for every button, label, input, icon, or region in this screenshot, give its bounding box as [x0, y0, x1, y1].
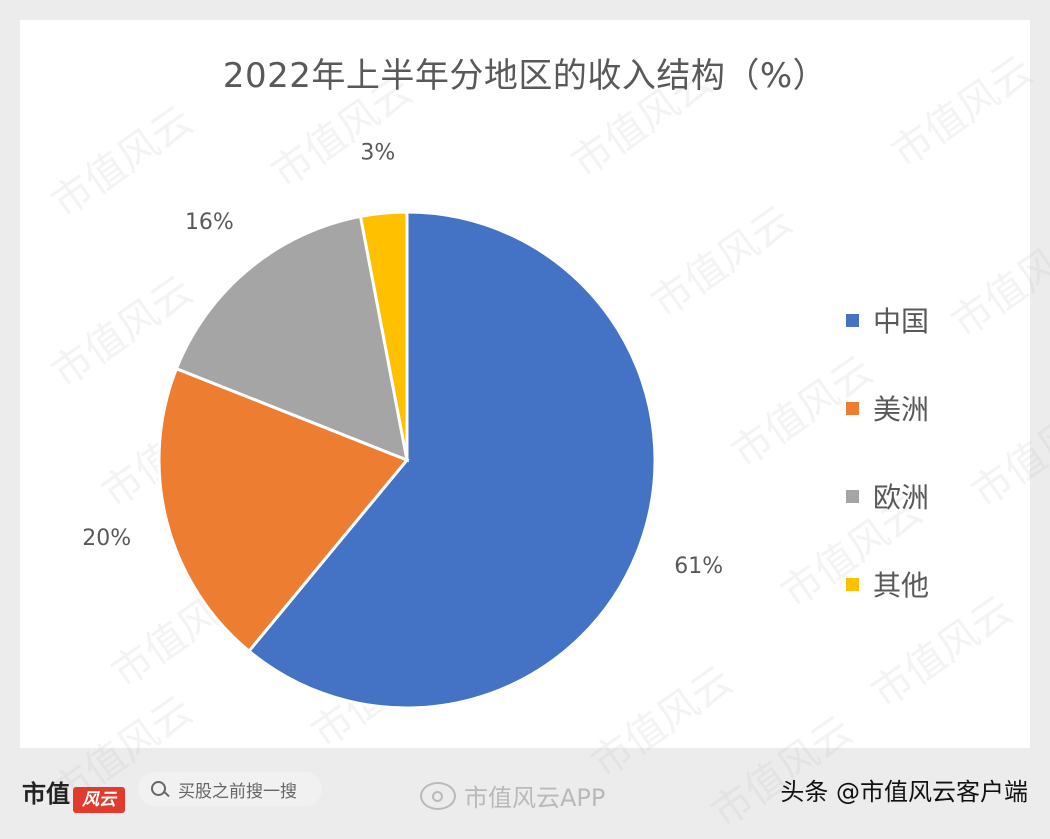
search-placeholder: 买股之前搜一搜 [178, 781, 297, 802]
weibo-handle: 市值风云APP [464, 784, 606, 812]
pie-slice-3 [358, 210, 409, 461]
chart-legend: 中国 美洲 欧洲 其他 [846, 300, 929, 652]
brand-seal: 风云 [73, 787, 125, 813]
legend-item-2: 欧洲 [846, 476, 929, 564]
legend-item-3: 其他 [846, 564, 929, 652]
legend-label-3: 其他 [873, 569, 930, 602]
pie-slice-2 [174, 214, 409, 463]
legend-label-1: 美洲 [873, 393, 930, 426]
legend-swatch-2 [846, 490, 859, 503]
legend-item-0: 中国 [846, 300, 929, 388]
footer-bar: 市值 风云 买股之前搜一搜 市值风云APP 头条 @市值风云客户端 [0, 752, 1050, 822]
brand-logo[interactable]: 市值 风云 [22, 774, 125, 813]
source-credit: 头条 @市值风云客户端 [780, 778, 1028, 806]
brand-text: 市值 [22, 780, 70, 808]
data-label-3: 3% [360, 140, 395, 165]
search-box[interactable]: 买股之前搜一搜 [138, 772, 322, 806]
chart-title: 2022年上半年分地区的收入结构（%） [222, 56, 828, 96]
weibo-icon [420, 781, 456, 810]
pie-chart: 61% 20% 16% 3% [82, 140, 723, 710]
data-label-2: 16% [185, 210, 234, 235]
weibo-watermark: 市值风云APP [420, 778, 605, 813]
legend-swatch-1 [846, 402, 859, 415]
legend-label-2: 欧洲 [873, 481, 930, 514]
data-label-0: 61% [674, 554, 723, 579]
search-icon [148, 772, 174, 806]
data-label-1: 20% [82, 526, 131, 551]
legend-label-0: 中国 [873, 305, 930, 338]
pie-slice-1 [157, 366, 410, 654]
pie-slice-0 [246, 210, 657, 710]
legend-swatch-3 [846, 578, 859, 591]
legend-item-1: 美洲 [846, 388, 929, 476]
legend-swatch-0 [846, 314, 859, 327]
